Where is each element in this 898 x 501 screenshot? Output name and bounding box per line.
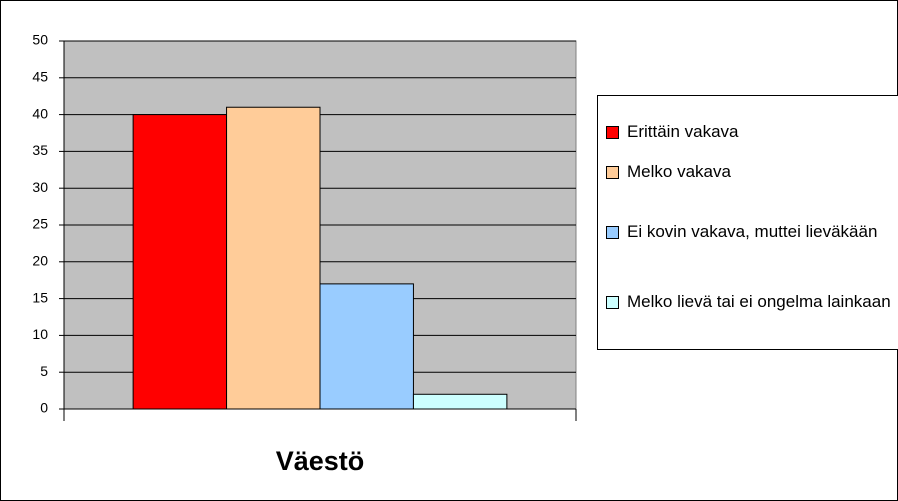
legend-entry: Melko vakava [606, 160, 894, 184]
legend-label: Erittäin vakava [627, 122, 739, 141]
y-tick-label: 0 [40, 400, 48, 416]
y-tick-label: 15 [32, 289, 48, 305]
y-tick-label: 45 [32, 69, 48, 85]
legend-label: Melko vakava [627, 162, 731, 181]
legend: Erittäin vakava Melko vakava Ei kovin vaka… [597, 95, 898, 350]
y-tick-label: 25 [32, 216, 48, 232]
legend-swatch [606, 296, 619, 309]
legend-swatch [606, 166, 619, 179]
legend-swatch [606, 226, 619, 239]
legend-swatch [606, 126, 619, 139]
y-tick-label: 50 [32, 32, 48, 48]
bar [226, 106, 321, 410]
legend-label: Melko lievä tai ei ongelma lainkaan [627, 292, 891, 311]
y-tick-label: 10 [32, 326, 48, 342]
y-tick-label: 35 [32, 142, 48, 158]
legend-entry: Melko lievä tai ei ongelma lainkaan [606, 290, 894, 314]
bar [132, 114, 228, 410]
legend-entry: Ei kovin vakava, muttei lieväkään [606, 220, 894, 244]
legend-label: Ei kovin vakava, muttei lieväkään [627, 222, 878, 241]
x-tick-label: Väestö [276, 446, 365, 476]
bar [412, 393, 508, 410]
y-tick-label: 30 [32, 179, 48, 195]
bar [319, 283, 414, 410]
legend-entry: Erittäin vakava [606, 120, 894, 144]
y-tick-label: 20 [32, 253, 48, 269]
y-tick-label: 40 [32, 105, 48, 121]
y-tick-label: 5 [40, 363, 48, 379]
